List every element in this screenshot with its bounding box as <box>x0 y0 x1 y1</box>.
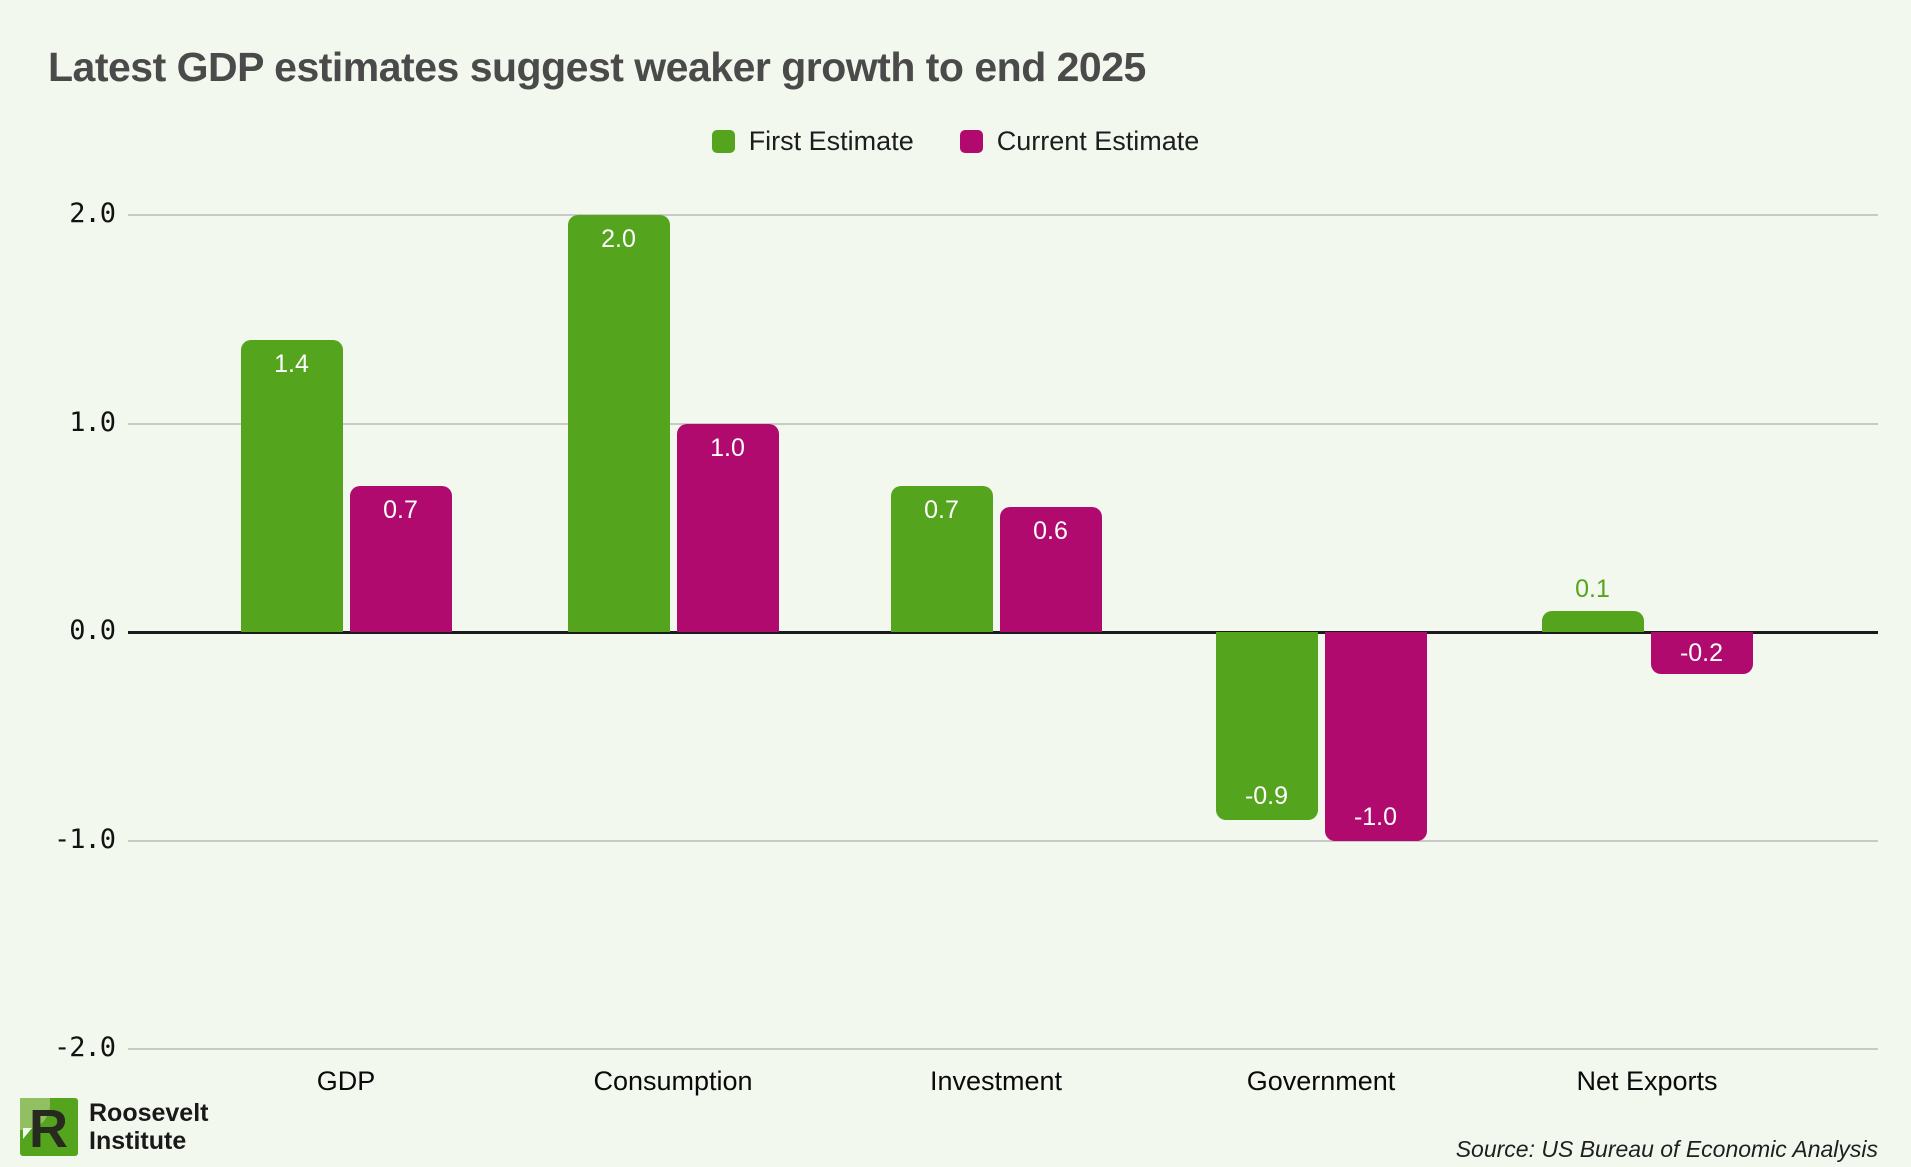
bar-consumption-current-estimate <box>676 423 779 632</box>
gridline-y--1.0 <box>128 839 1878 842</box>
bar-value-label: 1.4 <box>274 350 309 379</box>
bar-net-exports-current-estimate <box>1650 632 1753 674</box>
bar-value-label: 0.7 <box>383 496 418 525</box>
bar-investment-current-estimate <box>999 506 1102 632</box>
x-category-label-investment: Investment <box>929 1066 1063 1096</box>
chart-legend: First Estimate Current Estimate <box>0 126 1911 157</box>
svg-text:R: R <box>29 1099 68 1156</box>
bar-value-label: -1.0 <box>1353 802 1398 831</box>
gridline-y-2.0 <box>128 214 1878 216</box>
legend-item-current-estimate: Current Estimate <box>959 126 1200 157</box>
bar-value-label: -0.2 <box>1679 638 1724 667</box>
bar-value-label: 0.7 <box>924 496 959 525</box>
legend-swatch-current-estimate <box>959 130 983 153</box>
x-category-label-consumption: Consumption <box>593 1066 753 1096</box>
bar-investment-first-estimate <box>890 486 993 632</box>
gridline-y--2.0 <box>128 1048 1878 1050</box>
bar-value-label: 0.6 <box>1033 516 1068 545</box>
x-category-label-government: Government <box>1246 1066 1396 1096</box>
bar-gdp-first-estimate <box>240 340 343 632</box>
roosevelt-logo-icon: R <box>20 1098 78 1156</box>
gridline-y-1.0 <box>128 422 1878 425</box>
source-attribution: Source: US Bureau of Economic Analysis <box>1455 1136 1878 1162</box>
bar-government-first-estimate <box>1215 632 1318 820</box>
bar-value-label: 0.1 <box>1575 575 1610 604</box>
bar-net-exports-first-estimate <box>1541 611 1644 632</box>
x-category-label-gdp: GDP <box>316 1066 376 1096</box>
x-category-label-net-exports: Net Exports <box>1576 1066 1718 1096</box>
y-tick-label: 1.0 <box>69 406 116 438</box>
bar-value-label: 1.0 <box>710 433 745 462</box>
logo-line2: Institute <box>89 1127 187 1155</box>
bar-gdp-current-estimate <box>349 486 452 632</box>
bar-consumption-first-estimate <box>567 215 670 632</box>
legend-label-first-estimate: First Estimate <box>748 126 914 156</box>
y-tick-label: 0.0 <box>69 615 116 646</box>
legend-swatch-first-estimate <box>711 130 735 153</box>
legend-label-current-estimate: Current Estimate <box>996 126 1200 156</box>
gridline-y-0.0 <box>128 630 1878 634</box>
y-tick-label: -1.0 <box>53 823 116 855</box>
bar-government-current-estimate <box>1324 632 1427 841</box>
bar-value-label: 2.0 <box>601 225 636 253</box>
roosevelt-institute-logo: R Roosevelt Institute <box>20 1098 208 1156</box>
logo-line1: Roosevelt <box>89 1099 209 1127</box>
logo-text: Roosevelt Institute <box>89 1099 208 1155</box>
chart-title: Latest GDP estimates suggest weaker grow… <box>48 44 1146 90</box>
y-tick-label: -2.0 <box>53 1032 116 1063</box>
legend-item-first-estimate: First Estimate <box>711 126 914 157</box>
bar-value-label: -0.9 <box>1244 781 1289 810</box>
y-tick-label: 2.0 <box>69 198 116 229</box>
